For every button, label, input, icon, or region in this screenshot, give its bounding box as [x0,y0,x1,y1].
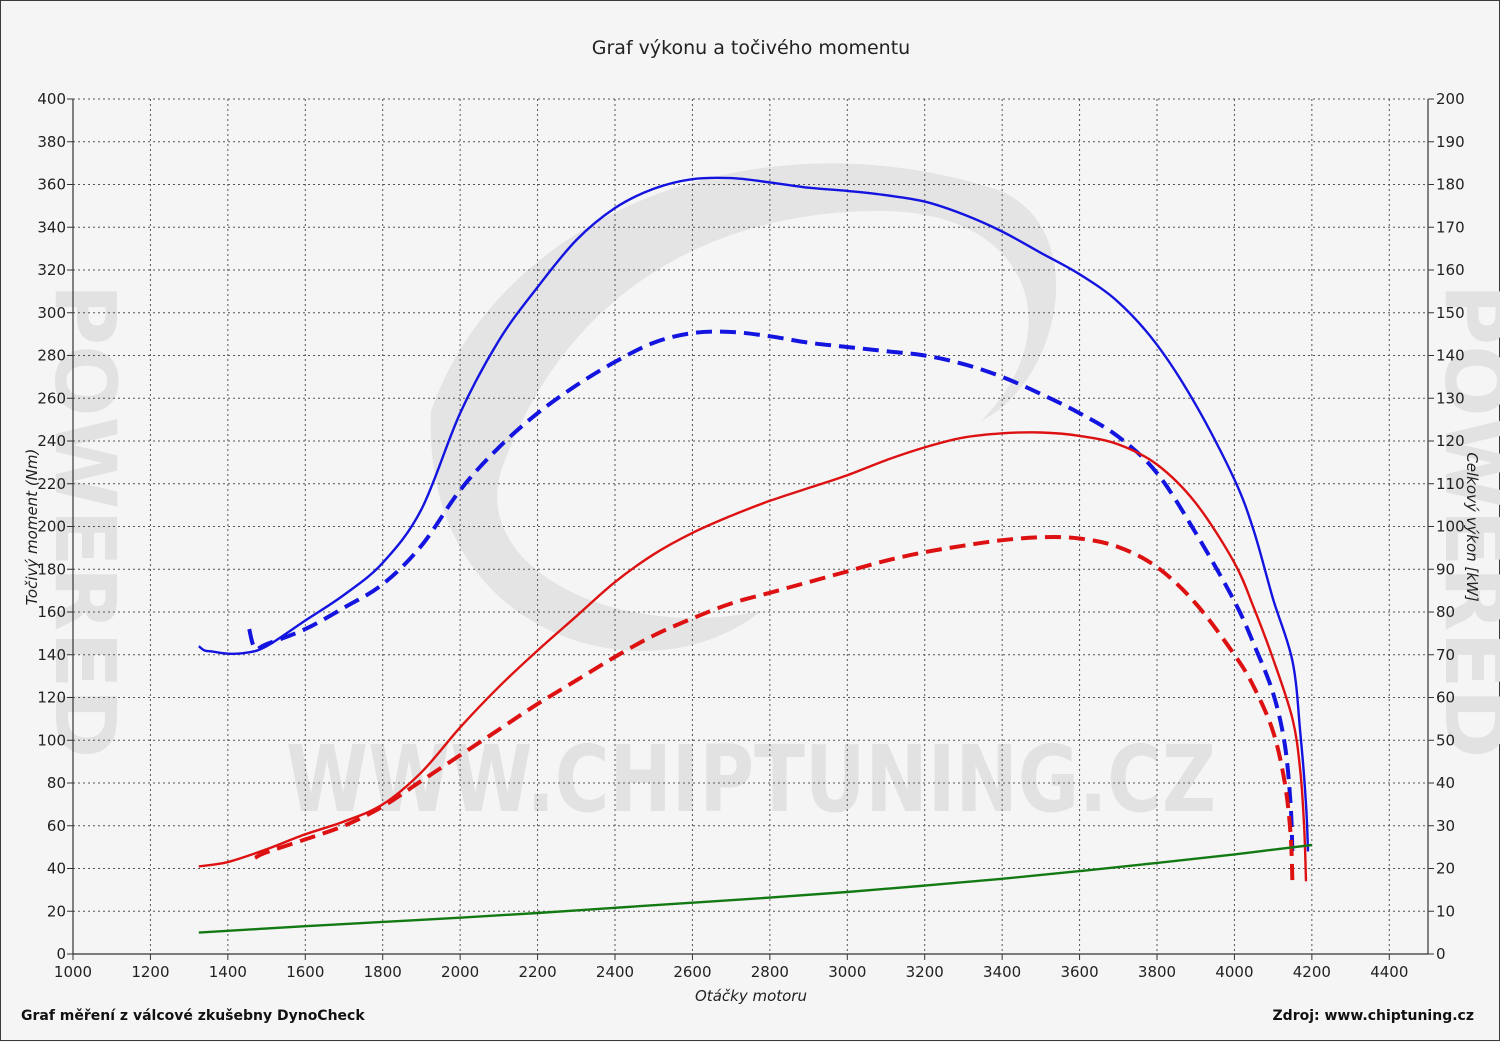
x-tick-label: 2800 [751,963,789,981]
y-left-tick-label: 240 [37,432,66,450]
y-left-tick-label: 140 [37,646,66,664]
y-left-tick-label: 340 [37,218,66,236]
power-tuned-line [198,431,1308,882]
x-tick-label: 3400 [983,963,1021,981]
watermark-brand-left: POWERED [36,284,134,759]
y-right-tick-label: 180 [1436,176,1465,194]
y-right-tick-label: 30 [1436,817,1455,835]
y-left-tick-label: 400 [37,90,66,108]
y-left-tick-label: 220 [37,475,66,493]
y-right-tick-label: 20 [1436,860,1455,878]
footer-left: Graf měření z válcové zkušebny DynoCheck [21,1008,365,1024]
chart-title: Graf výkonu a točivého momentu [592,37,910,59]
x-tick-label: 2400 [596,963,634,981]
y-left-tick-label: 120 [37,689,66,707]
torque-stock-line [247,329,1295,858]
y-right-tick-label: 120 [1436,432,1465,450]
data-series [198,176,1313,934]
y-left-tick-label: 180 [37,560,66,578]
y-right-tick-label: 60 [1436,689,1455,707]
plot-axes [67,98,1434,960]
y-left-tick-label: 300 [37,304,66,322]
y-left-tick-label: 260 [37,389,66,407]
x-axis-label: Otáčky motoru [695,987,807,1005]
y-right-tick-label: 100 [1436,518,1465,536]
y-left-tick-label: 360 [37,176,66,194]
x-tick-label: 1400 [209,963,247,981]
x-tick-label: 2000 [441,963,479,981]
plot-grid [73,98,1428,954]
y-left-tick-label: 320 [37,261,66,279]
x-tick-label: 2200 [518,963,556,981]
y-right-tick-label: 110 [1436,475,1465,493]
x-tick-label: 4200 [1293,963,1331,981]
watermark-brand-right: POWERED [1426,284,1500,759]
y-right-tick-label: 130 [1436,389,1465,407]
watermark: WWW.CHIPTUNING.CZ POWERED POWERED [36,163,1500,833]
y-left-tick-label: 20 [47,902,66,920]
y-right-tick-label: 80 [1436,603,1455,621]
x-tick-label: 1000 [54,963,92,981]
x-tick-label: 4000 [1215,963,1253,981]
x-tick-label: 1600 [286,963,324,981]
x-tick-label: 3800 [1138,963,1176,981]
y-left-tick-label: 380 [37,133,66,151]
y-right-tick-label: 140 [1436,347,1465,365]
watermark-url: WWW.CHIPTUNING.CZ [286,726,1216,833]
y-right-tick-labels: 0 10 20 30 40 50 60 70 80 90 100 110 120 130 140 150 160… [1436,90,1465,963]
y-right-tick-label: 160 [1436,261,1465,279]
y-left-tick-label: 80 [47,774,66,792]
y-right-tick-label: 190 [1436,133,1465,151]
y-right-tick-label: 50 [1436,731,1455,749]
y-right-tick-label: 170 [1436,218,1465,236]
y-left-tick-label: 200 [37,518,66,536]
y-right-tick-label: 150 [1436,304,1465,322]
y-left-tick-label: 60 [47,817,66,835]
y-right-tick-label: 90 [1436,560,1455,578]
y-left-tick-label: 40 [47,860,66,878]
x-tick-label: 2600 [673,963,711,981]
y-right-tick-label: 0 [1436,945,1446,963]
x-tick-label: 3200 [906,963,944,981]
y-right-tick-label: 40 [1436,774,1455,792]
footer-right: Zdroj: www.chiptuning.cz [1273,1008,1474,1024]
y-right-tick-label: 70 [1436,646,1455,664]
y-left-tick-label: 100 [37,731,66,749]
x-tick-label: 1200 [131,963,169,981]
x-tick-label: 4400 [1370,963,1408,981]
y-right-tick-label: 200 [1436,90,1465,108]
watermark-swirl [430,163,1057,651]
drag-loss-line [198,843,1313,934]
x-tick-labels: 1000 1200 1400 1600 1800 2000 2200 2400 2600 2800… [54,963,1408,981]
x-tick-label: 3600 [1060,963,1098,981]
y-left-axis-label: Točivý moment (Nm) [23,449,41,606]
x-tick-label: 1800 [364,963,402,981]
y-right-axis-label: Celkový výkon [kW] [1463,452,1481,602]
y-right-tick-label: 10 [1436,902,1455,920]
y-left-tick-label: 280 [37,347,66,365]
power-stock-line [254,535,1295,886]
y-left-tick-labels: 0 20 40 60 80 100 120 140 160 180 200 220 240 260 280 3… [37,90,66,963]
y-left-tick-label: 160 [37,603,66,621]
x-tick-label: 3000 [828,963,866,981]
torque-tuned-line [198,176,1310,852]
y-left-tick-label: 0 [56,945,66,963]
